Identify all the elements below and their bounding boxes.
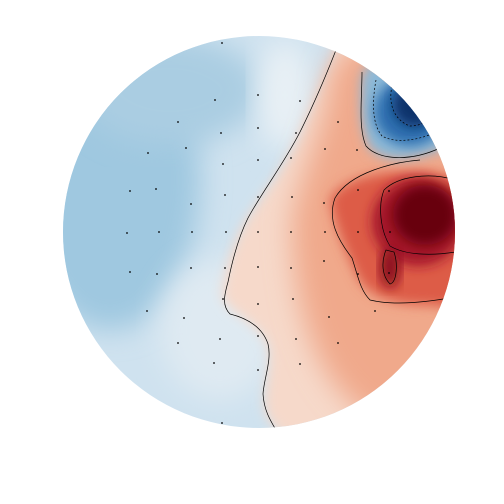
- sensor-marker: [224, 267, 226, 269]
- sensor-marker: [158, 231, 160, 233]
- contour-red-sub: [382, 249, 397, 285]
- sensor-marker: [155, 188, 157, 190]
- sensor-marker: [257, 196, 259, 198]
- sensor-marker: [357, 273, 359, 275]
- sensor-marker: [224, 194, 226, 196]
- sensor-marker: [337, 342, 339, 344]
- sensor-marker: [221, 42, 223, 44]
- contour-red-outer: [331, 159, 455, 304]
- sensor-marker: [257, 127, 259, 129]
- sensor-marker: [221, 422, 223, 424]
- sensor-marker: [388, 272, 390, 274]
- sensor-marker: [292, 298, 294, 300]
- sensor-marker: [185, 147, 187, 149]
- sensor-marker: [177, 121, 179, 123]
- sensor-marker: [357, 189, 359, 191]
- sensor-markers: [126, 42, 391, 424]
- sensor-marker: [290, 267, 292, 269]
- sensor-marker: [257, 303, 259, 305]
- field-upper-left-blue: [80, 36, 260, 145]
- sensor-marker: [323, 260, 325, 262]
- contour-blue-outer: [360, 71, 441, 158]
- sensor-marker: [191, 231, 193, 233]
- contour-red-inner: [380, 175, 455, 255]
- sensor-marker: [213, 362, 215, 364]
- sensor-marker: [357, 231, 359, 233]
- sensor-marker: [299, 363, 301, 365]
- sensor-marker: [146, 310, 148, 312]
- field-pale-streak: [257, 40, 313, 150]
- sensor-marker: [257, 266, 259, 268]
- sensor-marker: [225, 231, 227, 233]
- sensor-marker: [257, 369, 259, 371]
- sensor-marker: [222, 163, 224, 165]
- sensor-marker: [129, 271, 131, 273]
- sensor-marker: [220, 132, 222, 134]
- topomap-contours: [224, 49, 455, 428]
- sensor-marker: [190, 267, 192, 269]
- sensor-marker: [291, 196, 293, 198]
- sensor-marker: [356, 149, 358, 151]
- sensor-marker: [257, 94, 259, 96]
- sensor-marker: [219, 338, 221, 340]
- sensor-marker: [324, 148, 326, 150]
- field-red-peak: [393, 185, 455, 245]
- sensor-marker: [183, 317, 185, 319]
- sensor-marker: [222, 298, 224, 300]
- sensor-marker: [129, 190, 131, 192]
- sensor-marker: [257, 231, 259, 233]
- field-blue-blob-core: [393, 83, 437, 127]
- sensor-marker: [290, 157, 292, 159]
- contour-zero-line: [224, 49, 337, 428]
- sensor-marker: [190, 203, 192, 205]
- sensor-marker: [177, 342, 179, 344]
- sensor-marker: [290, 231, 292, 233]
- sensor-marker: [389, 231, 391, 233]
- sensor-marker: [337, 121, 339, 123]
- sensor-marker: [324, 231, 326, 233]
- sensor-marker: [328, 316, 330, 318]
- sensor-marker: [126, 232, 128, 234]
- contour-blue-inner: [373, 79, 437, 141]
- sensor-marker: [257, 159, 259, 161]
- sensor-marker: [147, 152, 149, 154]
- sensor-marker: [323, 202, 325, 204]
- sensor-marker: [257, 335, 259, 337]
- sensor-marker: [156, 273, 158, 275]
- sensor-marker: [299, 100, 301, 102]
- sensor-marker: [295, 338, 297, 340]
- sensor-marker: [295, 132, 297, 134]
- sensor-marker: [374, 310, 376, 312]
- topomap-field: [63, 36, 455, 428]
- sensor-marker: [388, 190, 390, 192]
- sensor-marker: [214, 99, 216, 101]
